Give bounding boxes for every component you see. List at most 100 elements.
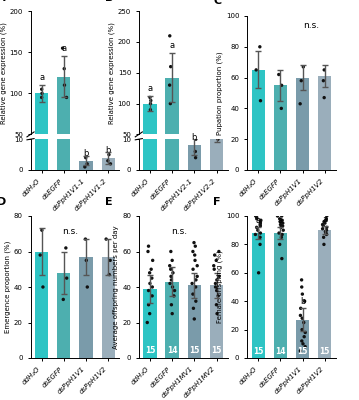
Point [191,240,197,246]
Bar [35,0,48,170]
Bar [210,124,223,170]
Point [191,316,197,322]
Text: C: C [213,0,222,6]
Point [63,245,69,251]
Point [216,273,222,280]
Point [107,257,113,264]
Point [190,158,196,165]
Point [61,66,67,72]
Point [320,221,326,228]
Point [257,241,263,248]
Point [150,257,155,264]
Point [280,223,285,229]
Point [278,224,284,230]
Bar [165,78,179,165]
Point [83,236,88,242]
Bar [296,320,309,358]
Text: b: b [83,149,89,158]
Point [39,227,45,233]
Point [37,252,43,258]
Text: a: a [169,41,175,50]
Point [193,154,199,161]
Point [276,71,282,78]
Point [300,64,306,70]
Y-axis label: Relative gene expression (%): Relative gene expression (%) [108,22,115,124]
Point [193,284,199,290]
Point [192,257,198,264]
Point [211,266,217,272]
Point [148,106,153,113]
Bar [188,145,201,170]
Point [213,156,219,162]
Point [215,136,221,142]
Text: a: a [322,215,327,224]
Point [189,280,195,287]
Point [148,266,154,272]
Point [168,273,174,280]
Point [146,302,151,308]
Point [168,64,173,70]
Text: 15: 15 [297,347,308,356]
Point [83,257,89,264]
Point [193,298,199,304]
Point [321,234,326,240]
Point [40,284,46,290]
Point [254,224,260,230]
Text: 15: 15 [211,346,222,355]
Point [191,305,196,312]
Point [324,224,330,230]
Point [257,223,263,229]
Point [298,348,303,354]
Bar [102,257,115,358]
Point [84,169,89,175]
Bar [252,233,265,358]
Point [253,67,259,73]
Point [321,218,327,225]
Point [299,338,305,344]
Bar [188,160,201,165]
Point [106,271,112,278]
Text: 15: 15 [145,346,155,355]
Point [167,33,173,39]
Point [214,302,219,308]
Point [257,220,263,226]
Point [255,227,261,233]
Point [64,94,69,101]
Point [252,231,258,238]
Point [257,230,263,236]
Text: D: D [0,197,6,207]
Bar [57,0,70,170]
Point [149,284,155,290]
Point [213,124,219,130]
Bar [102,172,115,176]
Bar [79,173,93,176]
Bar [165,0,179,170]
Point [321,223,326,229]
Text: b: b [192,133,197,142]
Point [193,277,199,283]
Point [254,216,260,222]
Point [298,312,303,318]
Bar [274,233,287,358]
Bar [318,76,331,170]
Point [214,310,220,317]
Text: b: b [300,297,305,306]
Point [84,284,90,290]
Point [257,221,263,228]
Point [83,171,89,177]
Point [149,293,155,299]
Point [194,273,200,280]
Text: a: a [61,44,66,53]
Point [192,148,198,155]
Point [213,257,219,264]
Point [278,221,283,228]
Point [146,287,151,294]
Point [280,220,286,226]
Point [211,111,217,118]
Text: 14: 14 [275,347,286,356]
Point [299,315,305,322]
Text: a: a [39,73,44,82]
Point [169,310,175,317]
Point [148,97,154,104]
Text: E: E [105,197,113,207]
